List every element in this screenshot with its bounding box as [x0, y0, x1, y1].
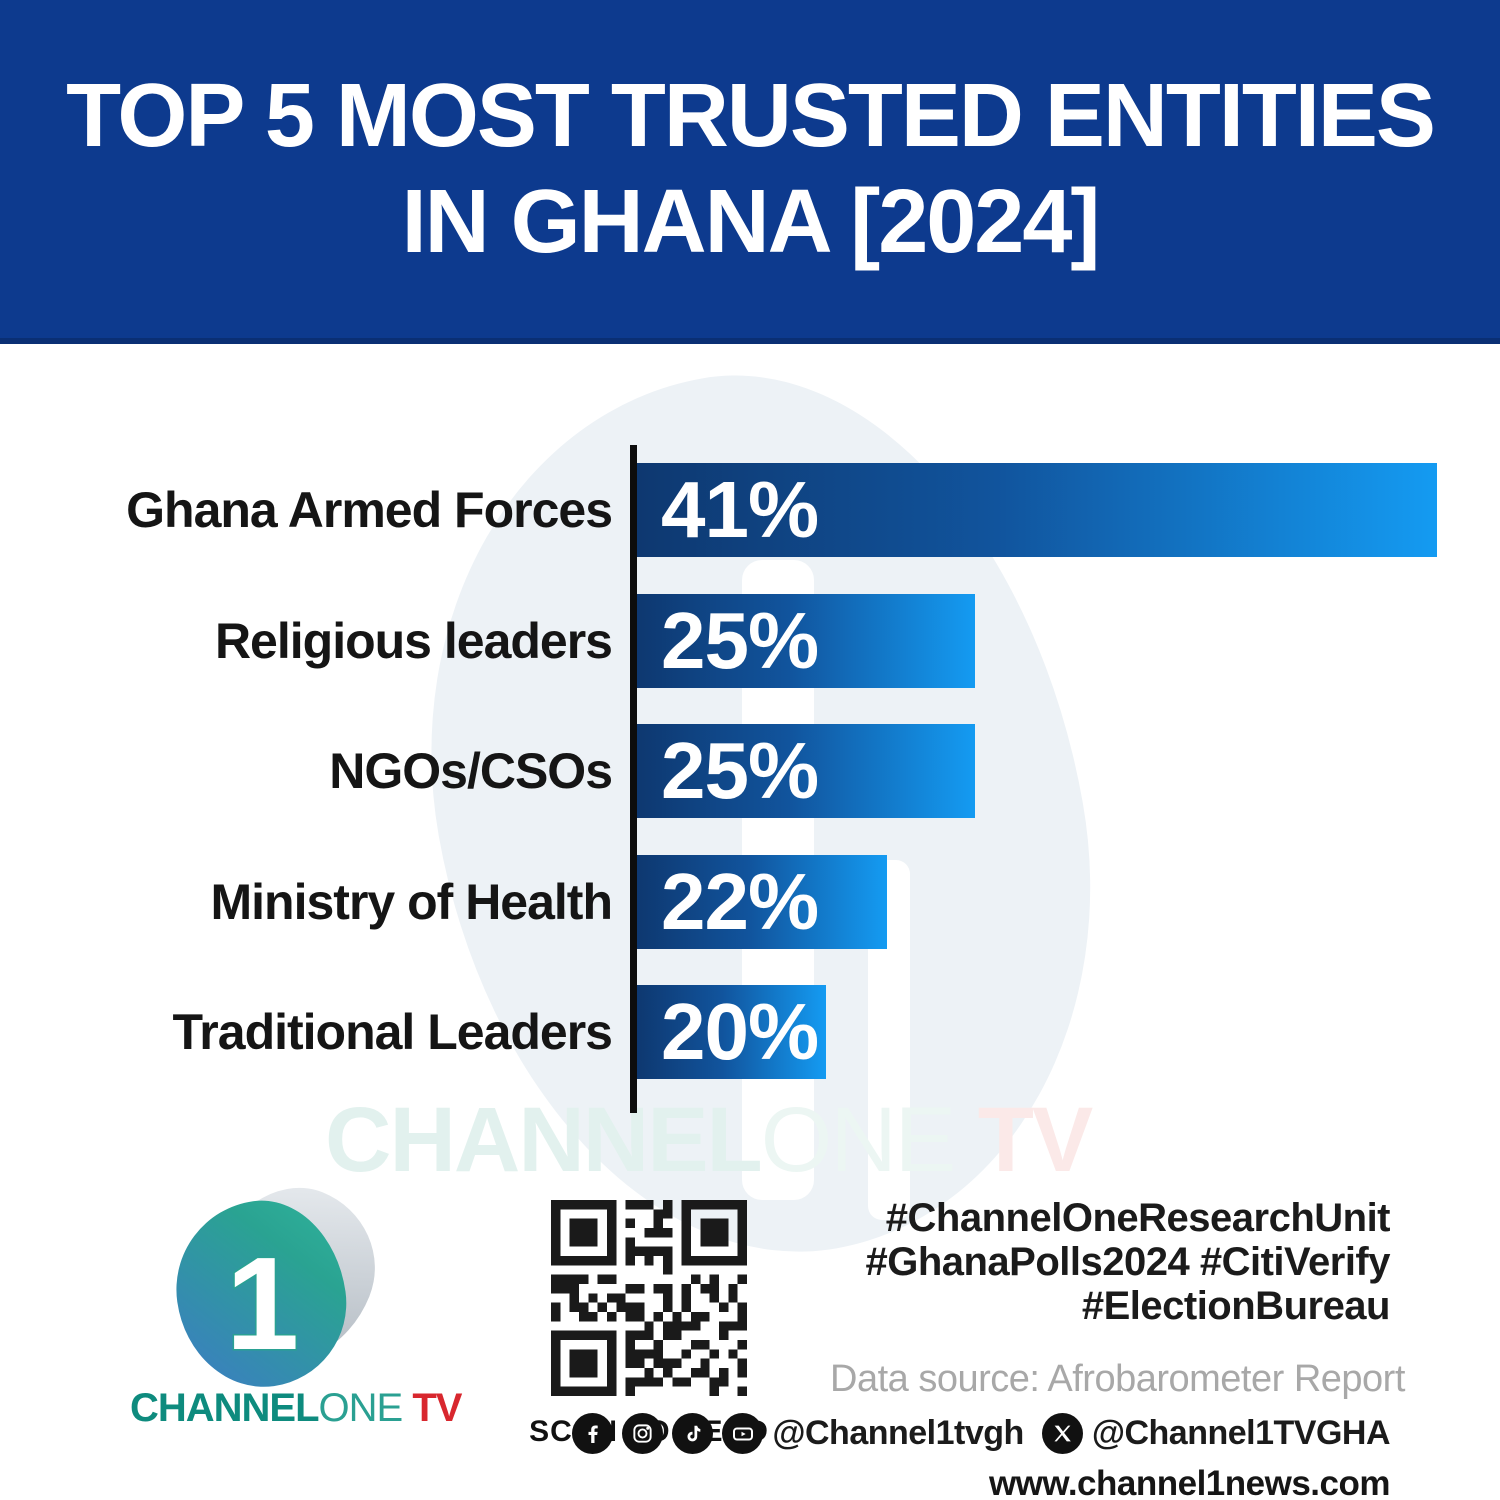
bar-value-label: 25% — [661, 595, 819, 685]
hashtag-line-3: #ElectionBureau — [1081, 1284, 1391, 1328]
watermark-one: ONE — [760, 1089, 956, 1191]
bar-label: Ministry of Health — [210, 873, 613, 930]
watermark-text: CHANNELONE TV — [325, 1088, 1225, 1193]
bar: 41% — [637, 463, 1437, 557]
qr-code-svg — [551, 1200, 747, 1396]
footer-right-column: #ChannelOneResearchUnit #GhanaPolls2024 … — [572, 1196, 1405, 1500]
bar-label: Ghana Armed Forces — [126, 482, 613, 538]
bar: 20% — [637, 985, 826, 1079]
x-twitter-icon — [1041, 1413, 1083, 1454]
watermark-tv: TV — [954, 1089, 1094, 1191]
youtube-icon — [722, 1413, 764, 1454]
page-title: TOP 5 MOST TRUSTED ENTITIES IN GHANA [20… — [66, 63, 1436, 275]
bar-value-label: 22% — [661, 856, 819, 946]
logo-word-channel: CHANNEL — [130, 1386, 320, 1430]
bar-value-label: 41% — [661, 465, 819, 554]
watermark-channel: CHANNEL — [325, 1089, 763, 1191]
page-title-line1: TOP 5 MOST TRUSTED ENTITIES — [66, 65, 1436, 166]
bar: 25% — [637, 724, 975, 818]
hashtag-line-2: #GhanaPolls2024 #CitiVerify — [865, 1240, 1390, 1284]
logo-word-one: ONE — [318, 1386, 404, 1430]
y-axis-line — [630, 445, 637, 1113]
data-source-note: Data source: Afrobarometer Report — [830, 1358, 1405, 1400]
bar-label: Religious leaders — [214, 612, 613, 669]
tiktok-icon — [672, 1413, 714, 1454]
logo-numeral: 1 — [224, 1228, 300, 1378]
page-title-line2: IN GHANA [2024] — [401, 172, 1101, 272]
bar-value-label: 20% — [661, 987, 819, 1076]
facebook-icon — [572, 1413, 614, 1454]
hashtag-line-1: #ChannelOneResearchUnit — [885, 1196, 1391, 1240]
logo-word-tv: TV — [402, 1386, 462, 1430]
qr-code — [551, 1200, 747, 1396]
channel-one-logo: 1 — [164, 1163, 415, 1430]
logo-wordmark: CHANNELONE TV — [130, 1386, 462, 1431]
social-handle-primary: @Channel1tvgh — [772, 1414, 1024, 1452]
bar-value-label: 25% — [661, 726, 819, 815]
website-url: www.channel1news.com — [988, 1464, 1391, 1500]
instagram-icon — [622, 1413, 664, 1454]
bar-label: NGOs/CSOs — [329, 743, 613, 799]
bar: 25% — [637, 593, 975, 688]
bar: 22% — [637, 854, 887, 949]
bar-label: Traditional Leaders — [172, 1004, 613, 1060]
social-row: @Channel1tvgh @Channel1TVGHA — [572, 1413, 1391, 1454]
header-banner: TOP 5 MOST TRUSTED ENTITIES IN GHANA [20… — [0, 0, 1500, 344]
social-handle-x: @Channel1TVGHA — [1091, 1414, 1391, 1452]
